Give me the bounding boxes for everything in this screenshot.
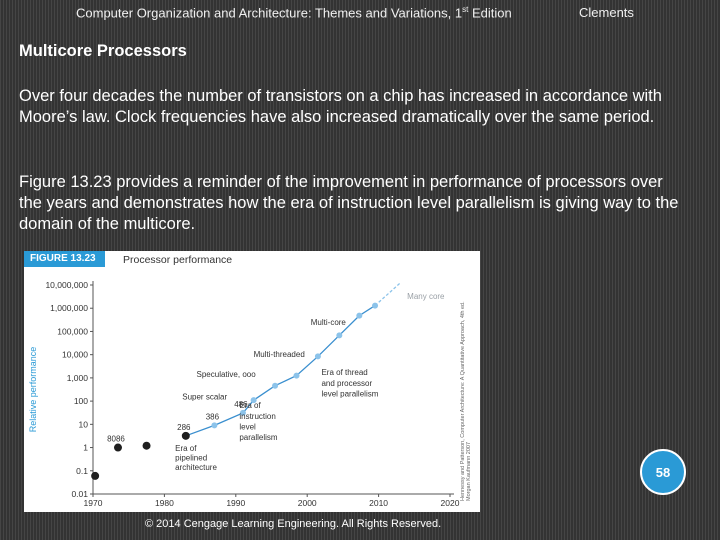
y-tick-label: 1,000 bbox=[67, 373, 89, 383]
chart-annotation: Era of bbox=[239, 401, 261, 410]
x-tick-label: 1980 bbox=[155, 498, 174, 508]
y-tick-label: 100 bbox=[74, 396, 88, 406]
slide-heading: Multicore Processors bbox=[19, 42, 187, 60]
chart-annotation: Super scalar bbox=[182, 392, 227, 401]
x-tick-label: 1990 bbox=[226, 498, 245, 508]
y-axis-title: Relative performance bbox=[28, 347, 38, 433]
chart-annotation: architecture bbox=[175, 463, 217, 472]
data-point-label: 386 bbox=[206, 412, 220, 421]
figure-label: FIGURE 13.23 bbox=[24, 251, 105, 267]
chart-annotation: Era of thread bbox=[321, 368, 367, 377]
header-author: Clements bbox=[579, 5, 634, 20]
data-point bbox=[113, 443, 122, 452]
y-tick-label: 10,000 bbox=[62, 350, 88, 360]
data-point-label: 8086 bbox=[107, 435, 125, 444]
data-point bbox=[181, 431, 190, 440]
figure-processor-performance: FIGURE 13.23 Processor performance 0.01 0… bbox=[24, 251, 480, 512]
y-tick-label: 0.1 bbox=[76, 466, 88, 476]
chart-annotation: Era of bbox=[175, 444, 197, 453]
chart-annotation: Many core bbox=[407, 292, 445, 301]
data-point-label: 286 bbox=[177, 423, 191, 432]
y-tick-label: 0.01 bbox=[71, 489, 88, 499]
data-point bbox=[272, 382, 279, 389]
chart-annotation: level bbox=[239, 422, 256, 431]
data-point bbox=[356, 312, 363, 319]
many-core-projection-line bbox=[374, 282, 401, 307]
y-tick-label: 10 bbox=[79, 419, 89, 429]
chart-annotation: level parallelism bbox=[321, 389, 378, 398]
data-point bbox=[142, 441, 151, 450]
data-point-label: 486 bbox=[234, 400, 248, 409]
y-tick-label: 1,000,000 bbox=[50, 303, 88, 313]
chart-annotation: parallelism bbox=[239, 433, 278, 442]
figure-side-note: Hennessy and Patterson, Computer Archite… bbox=[460, 301, 472, 501]
data-point bbox=[293, 372, 300, 379]
x-tick-label: 2020 bbox=[441, 498, 460, 508]
header-title: Computer Organization and Architecture: … bbox=[76, 5, 512, 21]
paragraph-moores-law: Over four decades the number of transist… bbox=[19, 87, 662, 126]
performance-chart: 0.01 0.1 1 10 100 1,000 10,000 100,000 1,000,000… bbox=[28, 280, 460, 508]
data-point bbox=[239, 409, 246, 416]
chart-annotation: and processor bbox=[321, 379, 372, 388]
performance-trend-line bbox=[185, 305, 376, 437]
data-point bbox=[314, 353, 321, 360]
x-tick-label: 1970 bbox=[84, 498, 103, 508]
x-tick-label: 2000 bbox=[298, 498, 317, 508]
chart-annotation: instruction bbox=[239, 412, 275, 421]
chart-annotation: Speculative, ooo bbox=[197, 370, 257, 379]
data-point bbox=[372, 302, 379, 309]
paragraph-figure-reminder: Figure 13.23 provides a reminder of the … bbox=[19, 173, 679, 233]
y-tick-label: 100,000 bbox=[57, 326, 88, 336]
figure-title: Processor performance bbox=[123, 254, 233, 266]
page-number-badge: 58 bbox=[640, 449, 686, 495]
chart-annotation: pipelined bbox=[175, 453, 207, 462]
data-point bbox=[91, 471, 100, 480]
x-tick-label: 2010 bbox=[369, 498, 388, 508]
chart-annotation: Multi-core bbox=[311, 318, 347, 327]
data-point bbox=[211, 422, 218, 429]
copyright-notice: © 2014 Cengage Learning Engineering. All… bbox=[145, 518, 442, 530]
data-point bbox=[336, 332, 343, 339]
data-point bbox=[250, 397, 257, 404]
y-tick-label: 1 bbox=[83, 443, 88, 453]
chart-annotation: Multi-threaded bbox=[254, 350, 305, 359]
y-tick-label: 10,000,000 bbox=[45, 280, 88, 290]
